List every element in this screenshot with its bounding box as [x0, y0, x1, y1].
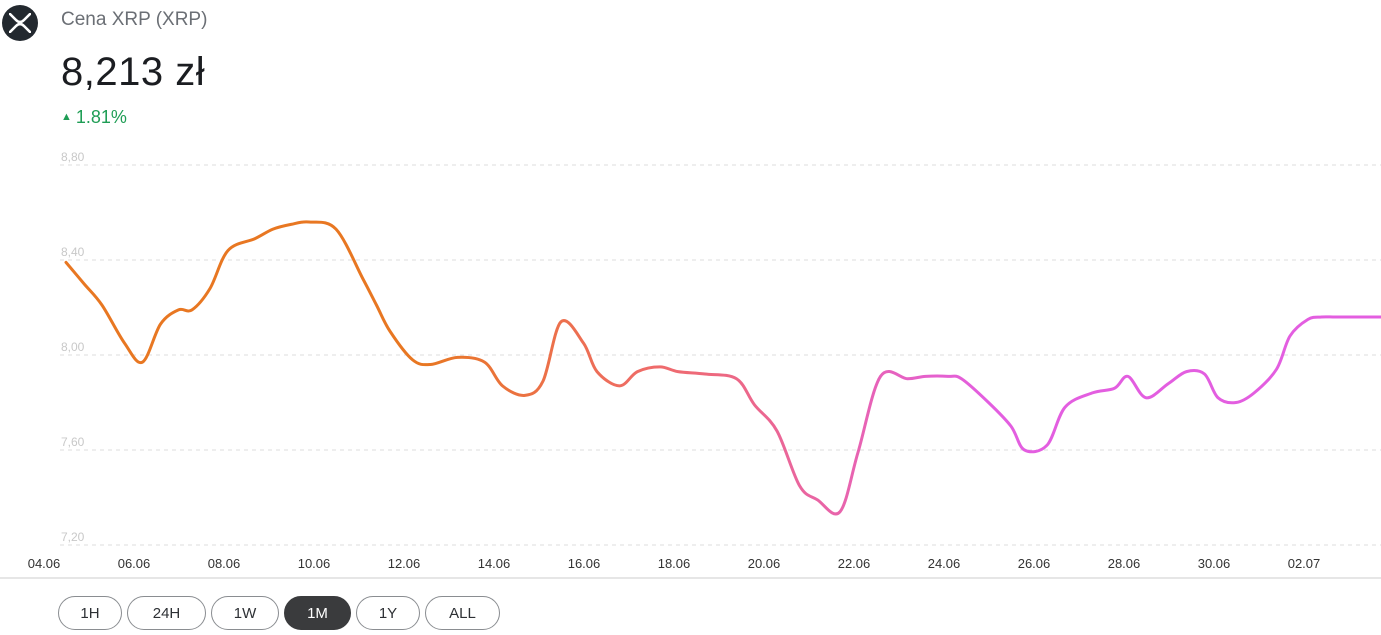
x-tick-label: 04.06 [28, 556, 61, 571]
y-tick-label: 8,40 [61, 245, 85, 259]
coin-title: Cena XRP (XRP) [61, 9, 208, 30]
triangle-up-icon: ▲ [61, 111, 72, 123]
time-range-selector: 1H 24H 1W 1M 1Y ALL [58, 596, 500, 630]
price-change: ▲ 1.81% [61, 107, 127, 128]
x-tick-label: 06.06 [118, 556, 151, 571]
y-tick-label: 7,20 [61, 530, 85, 544]
y-tick-label: 8,80 [61, 150, 85, 164]
range-button-1m[interactable]: 1M [284, 596, 351, 630]
price-series-line [64, 220, 1381, 516]
y-tick-label: 8,00 [61, 340, 85, 354]
x-tick-label: 08.06 [208, 556, 241, 571]
current-price: 8,213 zł [61, 50, 206, 94]
range-button-all[interactable]: ALL [425, 596, 500, 630]
range-button-1w[interactable]: 1W [211, 596, 279, 630]
xrp-logo-icon [2, 5, 38, 41]
range-button-24h[interactable]: 24H [127, 596, 206, 630]
x-tick-label: 30.06 [1198, 556, 1231, 571]
x-tick-label: 20.06 [748, 556, 781, 571]
range-button-1y[interactable]: 1Y [356, 596, 420, 630]
range-button-1h[interactable]: 1H [58, 596, 122, 630]
x-tick-label: 26.06 [1018, 556, 1051, 571]
xrp-logo-glyph [9, 13, 31, 33]
x-tick-label: 22.06 [838, 556, 871, 571]
x-tick-label: 10.06 [298, 556, 331, 571]
x-tick-label: 14.06 [478, 556, 511, 571]
price-chart: 7,20 7,60 8,00 8,40 8,80 04.06 06.06 08.06 10.06… [0, 150, 1381, 579]
y-tick-label: 7,60 [61, 435, 85, 449]
x-tick-label: 28.06 [1108, 556, 1141, 571]
x-tick-label: 12.06 [388, 556, 421, 571]
x-tick-label: 24.06 [928, 556, 961, 571]
x-tick-label: 16.06 [568, 556, 601, 571]
price-change-value: 1.81% [75, 107, 127, 127]
x-tick-label: 18.06 [658, 556, 691, 571]
x-tick-label: 02.07 [1288, 556, 1321, 571]
